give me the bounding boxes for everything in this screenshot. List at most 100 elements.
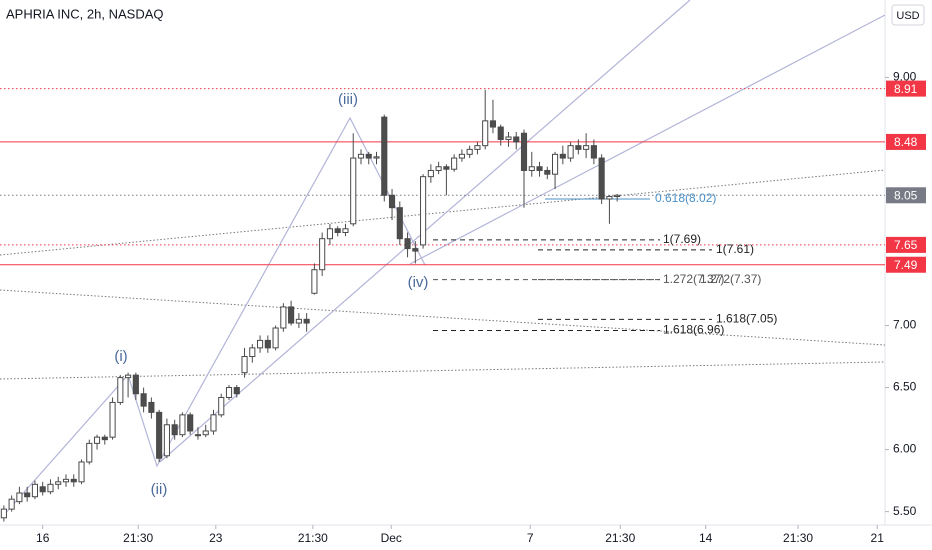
x-tick-label: 7 [527, 531, 534, 545]
level-label: 8.05 [894, 188, 918, 202]
candle-body [536, 166, 543, 171]
candle-body [233, 387, 240, 395]
level-label-box [886, 133, 926, 150]
fib-label: 1.618(7.05) [716, 311, 777, 325]
candle-body [194, 434, 202, 437]
candle-body [365, 153, 372, 159]
candle-body [443, 166, 450, 170]
y-tick-label: 6.50 [893, 380, 917, 394]
candle-body [101, 436, 108, 441]
candle-body [489, 120, 497, 128]
x-tick-label: 21:30 [783, 531, 813, 545]
x-tick-label: Dec [381, 531, 402, 545]
wave-label: (i) [114, 348, 127, 365]
candle-body [125, 374, 132, 379]
candle-body [132, 374, 139, 395]
candle-body [598, 157, 605, 200]
x-tick-label: 23 [209, 531, 223, 545]
candle-body [466, 148, 473, 155]
candle-body [241, 356, 248, 374]
candle-body [590, 145, 597, 159]
candle-body [163, 424, 170, 457]
wave-path [2, 116, 426, 517]
candle-body [505, 136, 512, 140]
candle-body [303, 318, 310, 324]
currency: USD [896, 10, 919, 22]
x-tick-label: 21:30 [123, 531, 153, 545]
candle-body [93, 436, 101, 444]
candle-body [614, 194, 621, 198]
candle-body [225, 387, 233, 398]
candle-body [350, 157, 357, 225]
currency-box[interactable] [891, 4, 925, 26]
candle-body [249, 347, 256, 358]
candle-body [497, 126, 504, 140]
candle-body [326, 228, 333, 240]
candle-body [513, 136, 520, 143]
candle-body [117, 377, 124, 403]
fib-label: 1.272(7.37) [700, 272, 761, 286]
fib-label: 1(7.61) [716, 242, 754, 256]
candle-body [202, 430, 209, 436]
chart-title: APHRIA INC, 2h, NASDAQ [6, 6, 164, 21]
y-tick-label: 6.00 [893, 442, 917, 456]
candle-body [62, 478, 70, 483]
candle-body [257, 339, 264, 349]
candle-body [70, 478, 77, 483]
candle-body [295, 318, 302, 324]
candle-body [583, 145, 590, 150]
candle-body [559, 153, 566, 159]
y-tick-label: 7.00 [893, 318, 917, 332]
wave-label: (iv) [408, 274, 429, 291]
level-label-box [886, 256, 926, 273]
candle-body [388, 194, 396, 209]
trend-line [0, 361, 886, 380]
candle-body [78, 461, 85, 483]
trend-line [0, 289, 886, 346]
candle-body [210, 414, 217, 432]
wave-label: (iii) [338, 91, 358, 108]
candle-body [458, 153, 465, 159]
candle-body [39, 486, 46, 493]
candle-body [31, 483, 38, 498]
y-tick-label: 5.50 [893, 504, 917, 518]
candle-body [311, 269, 318, 294]
candle-body [171, 424, 178, 436]
candle-body [55, 481, 62, 485]
candle-body [334, 228, 341, 233]
candle-body [396, 207, 403, 240]
candle-body [187, 414, 194, 432]
level-label-box [886, 187, 926, 204]
trend-line [0, 169, 886, 256]
fib-label: 0.618(8.02) [655, 191, 716, 205]
candle-body [552, 153, 559, 175]
candle-body [24, 492, 31, 498]
level-label: 7.49 [894, 258, 918, 272]
candle-body [606, 196, 613, 200]
level-label: 7.65 [894, 238, 918, 252]
candle-body [404, 238, 411, 250]
x-tick-label: 21:30 [298, 531, 328, 545]
candle-body [16, 492, 23, 503]
fib-label: 1(7.69) [663, 232, 701, 246]
fib-label: 1.272(7.37) [663, 272, 724, 286]
candle-body [148, 401, 155, 413]
y-tick-label: 9.00 [893, 70, 917, 84]
fib-label: 1.618(6.96) [663, 323, 724, 337]
candle-body [288, 306, 295, 324]
candle-body [381, 116, 388, 196]
candle-body [420, 176, 427, 246]
x-tick-label: 21 [871, 531, 885, 545]
candle-body [474, 145, 481, 150]
x-tick-label: 16 [36, 531, 50, 545]
candle-body [280, 306, 287, 329]
level-label-box [886, 236, 926, 253]
candle-body [218, 396, 225, 416]
candle-body [373, 156, 380, 159]
candle-body [412, 248, 419, 252]
candle-body [482, 120, 489, 147]
candle-body [319, 238, 326, 271]
candle-body [427, 169, 434, 178]
candle-body [435, 166, 442, 171]
